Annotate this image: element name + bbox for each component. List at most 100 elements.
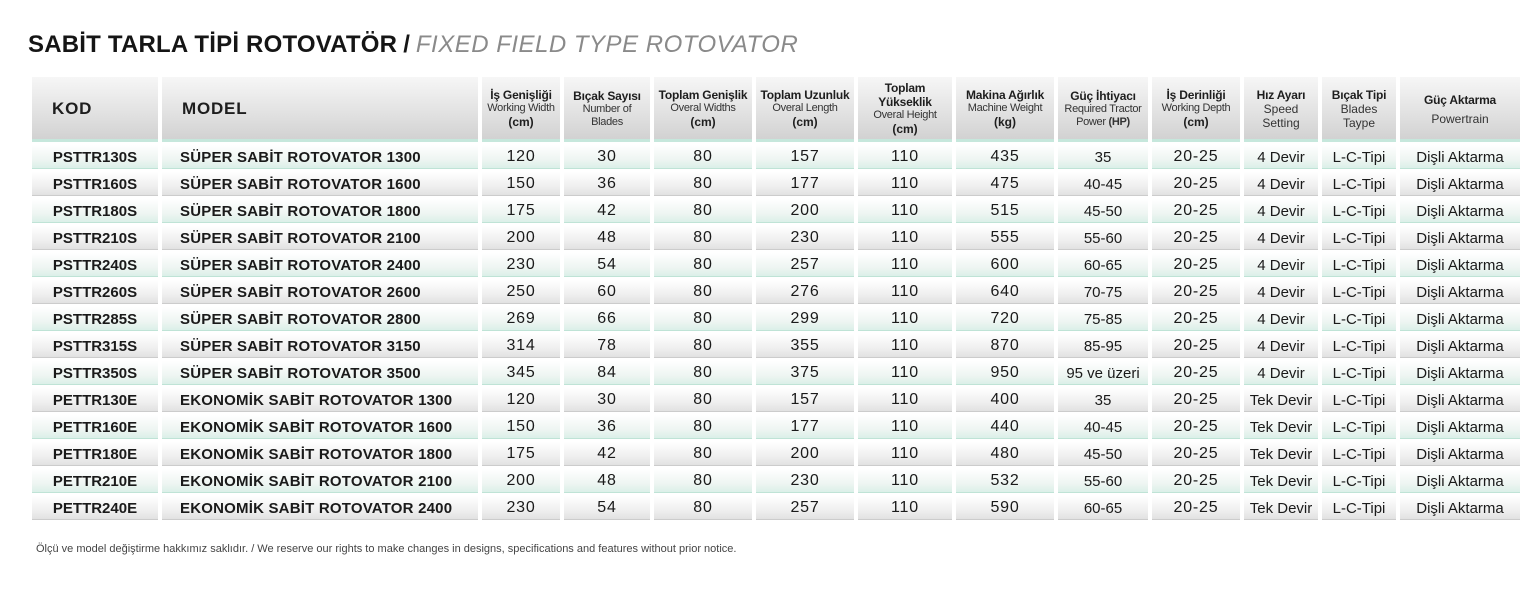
cell-working-width: 345 bbox=[482, 361, 560, 385]
header-label-en: Blades bbox=[591, 116, 623, 128]
cell-blades: 84 bbox=[564, 361, 650, 385]
header-label-tr: Bıçak Sayısı bbox=[573, 89, 641, 103]
page-title: SABİT TARLA TİPİ ROTOVATÖR / FIXED FIELD T… bbox=[28, 30, 798, 60]
cell-machine-weight: 435 bbox=[956, 145, 1054, 169]
cell-speed-setting: 4 Devir bbox=[1244, 361, 1318, 385]
cell-machine-weight: 590 bbox=[956, 496, 1054, 520]
cell-code: PETTR210E bbox=[32, 469, 158, 493]
cell-blade-type: L-C-Tipi bbox=[1322, 226, 1396, 250]
cell-overal-height: 110 bbox=[858, 226, 952, 250]
header-working-width: İş Genişliği Working Width (cm) bbox=[482, 76, 560, 142]
header-label-tr: Toplam Uzunluk bbox=[760, 88, 850, 102]
cell-model: SÜPER SABİT ROTOVATOR 1600 bbox=[162, 172, 478, 196]
header-label-en: Powertrain bbox=[1431, 111, 1489, 126]
cell-model: SÜPER SABİT ROTOVATOR 2400 bbox=[162, 253, 478, 277]
cell-overal-length: 230 bbox=[756, 469, 854, 493]
header-label-tr: İş Derinliği bbox=[1166, 88, 1226, 102]
cell-speed-setting: 4 Devir bbox=[1244, 172, 1318, 196]
cell-model: SÜPER SABİT ROTOVATOR 3500 bbox=[162, 361, 478, 385]
cell-overal-length: 157 bbox=[756, 145, 854, 169]
cell-powertrain: Dişli Aktarma bbox=[1400, 388, 1520, 412]
cell-overal-height: 110 bbox=[858, 145, 952, 169]
header-label-en: Taype bbox=[1342, 116, 1376, 130]
cell-working-depth: 20-25 bbox=[1152, 496, 1240, 520]
cell-code: PETTR180E bbox=[32, 442, 158, 466]
header-label-tr: Toplam Yükseklik bbox=[878, 81, 932, 109]
cell-machine-weight: 475 bbox=[956, 172, 1054, 196]
cell-blades: 54 bbox=[564, 496, 650, 520]
cell-code: PETTR240E bbox=[32, 496, 158, 520]
cell-machine-weight: 400 bbox=[956, 388, 1054, 412]
cell-power: 35 bbox=[1058, 388, 1148, 412]
cell-overal-length: 200 bbox=[756, 442, 854, 466]
cell-power: 45-50 bbox=[1058, 199, 1148, 223]
cell-machine-weight: 600 bbox=[956, 253, 1054, 277]
cell-overal-length: 299 bbox=[756, 307, 854, 331]
cell-powertrain: Dişli Aktarma bbox=[1400, 172, 1520, 196]
cell-blade-type: L-C-Tipi bbox=[1322, 172, 1396, 196]
cell-overal-width: 80 bbox=[654, 469, 752, 493]
table-row: PETTR130E EKONOMİK SABİT ROTOVATOR 1300 12… bbox=[32, 388, 1520, 412]
cell-overal-width: 80 bbox=[654, 334, 752, 358]
cell-overal-width: 80 bbox=[654, 388, 752, 412]
table-row: PETTR210E EKONOMİK SABİT ROTOVATOR 2100 20… bbox=[32, 469, 1520, 493]
cell-overal-width: 80 bbox=[654, 307, 752, 331]
cell-blade-type: L-C-Tipi bbox=[1322, 145, 1396, 169]
header-label-tr: Güç Aktarma bbox=[1423, 92, 1497, 107]
cell-overal-width: 80 bbox=[654, 361, 752, 385]
cell-machine-weight: 555 bbox=[956, 226, 1054, 250]
header-label-tr: Bıçak Tipi bbox=[1331, 88, 1387, 102]
header-unit: (HP) bbox=[1108, 116, 1131, 128]
cell-overal-height: 110 bbox=[858, 253, 952, 277]
cell-working-width: 120 bbox=[482, 145, 560, 169]
cell-model: EKONOMİK SABİT ROTOVATOR 1300 bbox=[162, 388, 478, 412]
cell-powertrain: Dişli Aktarma bbox=[1400, 280, 1520, 304]
cell-overal-width: 80 bbox=[654, 145, 752, 169]
cell-working-width: 175 bbox=[482, 199, 560, 223]
cell-machine-weight: 480 bbox=[956, 442, 1054, 466]
cell-powertrain: Dişli Aktarma bbox=[1400, 334, 1520, 358]
cell-powertrain: Dişli Aktarma bbox=[1400, 442, 1520, 466]
header-blades: Bıçak Sayısı Number of Blades bbox=[564, 76, 650, 142]
cell-blades: 30 bbox=[564, 145, 650, 169]
header-label-en: Setting bbox=[1262, 116, 1300, 130]
header-label-en: Overal Widths bbox=[670, 102, 736, 114]
cell-working-width: 175 bbox=[482, 442, 560, 466]
cell-powertrain: Dişli Aktarma bbox=[1400, 226, 1520, 250]
header-unit: (cm) bbox=[1183, 115, 1209, 129]
cell-power: 40-45 bbox=[1058, 415, 1148, 439]
cell-model: EKONOMİK SABİT ROTOVATOR 1600 bbox=[162, 415, 478, 439]
cell-working-width: 230 bbox=[482, 496, 560, 520]
cell-working-depth: 20-25 bbox=[1152, 334, 1240, 358]
cell-speed-setting: Tek Devir bbox=[1244, 415, 1318, 439]
cell-machine-weight: 720 bbox=[956, 307, 1054, 331]
header-blade-type: Bıçak Tipi Blades Taype bbox=[1322, 76, 1396, 142]
cell-speed-setting: 4 Devir bbox=[1244, 253, 1318, 277]
cell-power: 75-85 bbox=[1058, 307, 1148, 331]
cell-working-depth: 20-25 bbox=[1152, 388, 1240, 412]
table-row: PSTTR130S SÜPER SABİT ROTOVATOR 1300 120 30… bbox=[32, 145, 1520, 169]
cell-blades: 48 bbox=[564, 226, 650, 250]
cell-speed-setting: Tek Devir bbox=[1244, 442, 1318, 466]
header-label-tr: İş Genişliği bbox=[490, 88, 552, 102]
header-unit: (kg) bbox=[994, 115, 1016, 129]
table-row: PETTR180E EKONOMİK SABİT ROTOVATOR 1800 17… bbox=[32, 442, 1520, 466]
cell-code: PSTTR285S bbox=[32, 307, 158, 331]
cell-code: PSTTR240S bbox=[32, 253, 158, 277]
cell-overal-length: 276 bbox=[756, 280, 854, 304]
header-machine-weight: Makina Ağırlık Machine Weight (kg) bbox=[956, 76, 1054, 142]
cell-blade-type: L-C-Tipi bbox=[1322, 496, 1396, 520]
cell-working-width: 200 bbox=[482, 469, 560, 493]
header-row: KOD MODEL İş Genişliği Working Width (cm… bbox=[32, 76, 1520, 142]
header-label-en: Machine Weight bbox=[967, 102, 1043, 114]
cell-blade-type: L-C-Tipi bbox=[1322, 388, 1396, 412]
cell-blades: 48 bbox=[564, 469, 650, 493]
header-power-word: Power bbox=[1076, 116, 1106, 128]
cell-speed-setting: 4 Devir bbox=[1244, 199, 1318, 223]
footnote: Ölçü ve model değiştirme hakkımız saklıd… bbox=[36, 543, 737, 555]
cell-overal-width: 80 bbox=[654, 442, 752, 466]
cell-working-depth: 20-25 bbox=[1152, 253, 1240, 277]
header-kod: KOD bbox=[32, 76, 158, 142]
cell-powertrain: Dişli Aktarma bbox=[1400, 415, 1520, 439]
cell-blades: 54 bbox=[564, 253, 650, 277]
